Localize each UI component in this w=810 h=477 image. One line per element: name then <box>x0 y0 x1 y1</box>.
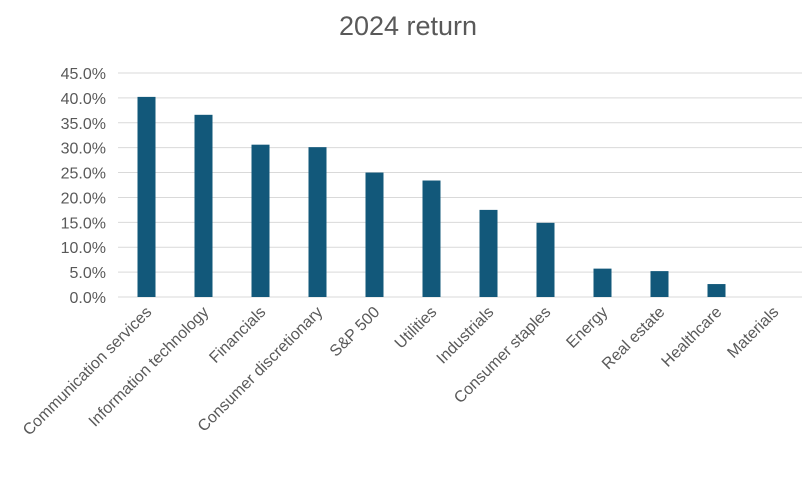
x-category-label: Healthcare <box>659 304 726 371</box>
bar <box>308 147 327 297</box>
bar <box>593 268 612 297</box>
y-tick-label: 5.0% <box>70 265 106 282</box>
bar <box>707 284 726 297</box>
x-category-label: S&P 500 <box>327 304 384 361</box>
bar <box>194 114 213 298</box>
y-tick-label: 35.0% <box>61 116 106 133</box>
y-tick-label: 20.0% <box>61 190 106 207</box>
bar <box>137 96 156 297</box>
x-category-label: Consumer staples <box>451 304 554 407</box>
chart-title: 2024 return <box>339 11 477 41</box>
bar <box>422 180 441 297</box>
gridlines <box>118 72 802 298</box>
y-tick-label: 45.0% <box>61 66 106 83</box>
y-tick-label: 15.0% <box>61 215 106 232</box>
y-tick-label: 0.0% <box>70 290 106 307</box>
x-category-label: Information technology <box>86 304 212 430</box>
y-axis-tick-labels: 0.0% 5.0% 10.0% 15.0% 20.0% 25.0% 30.0% 35.0% 40… <box>61 66 106 307</box>
y-tick-label: 10.0% <box>61 240 106 257</box>
bar <box>479 209 498 297</box>
x-category-label: Utilities <box>392 304 440 352</box>
bar <box>536 222 555 297</box>
y-tick-label: 25.0% <box>61 166 106 183</box>
bar <box>650 271 669 297</box>
bar <box>251 144 270 297</box>
x-category-label: Materials <box>724 304 782 362</box>
bar <box>365 172 384 297</box>
bars <box>137 96 726 298</box>
x-category-label: Energy <box>563 304 611 352</box>
y-tick-label: 30.0% <box>61 141 106 158</box>
y-tick-label: 40.0% <box>61 91 106 108</box>
